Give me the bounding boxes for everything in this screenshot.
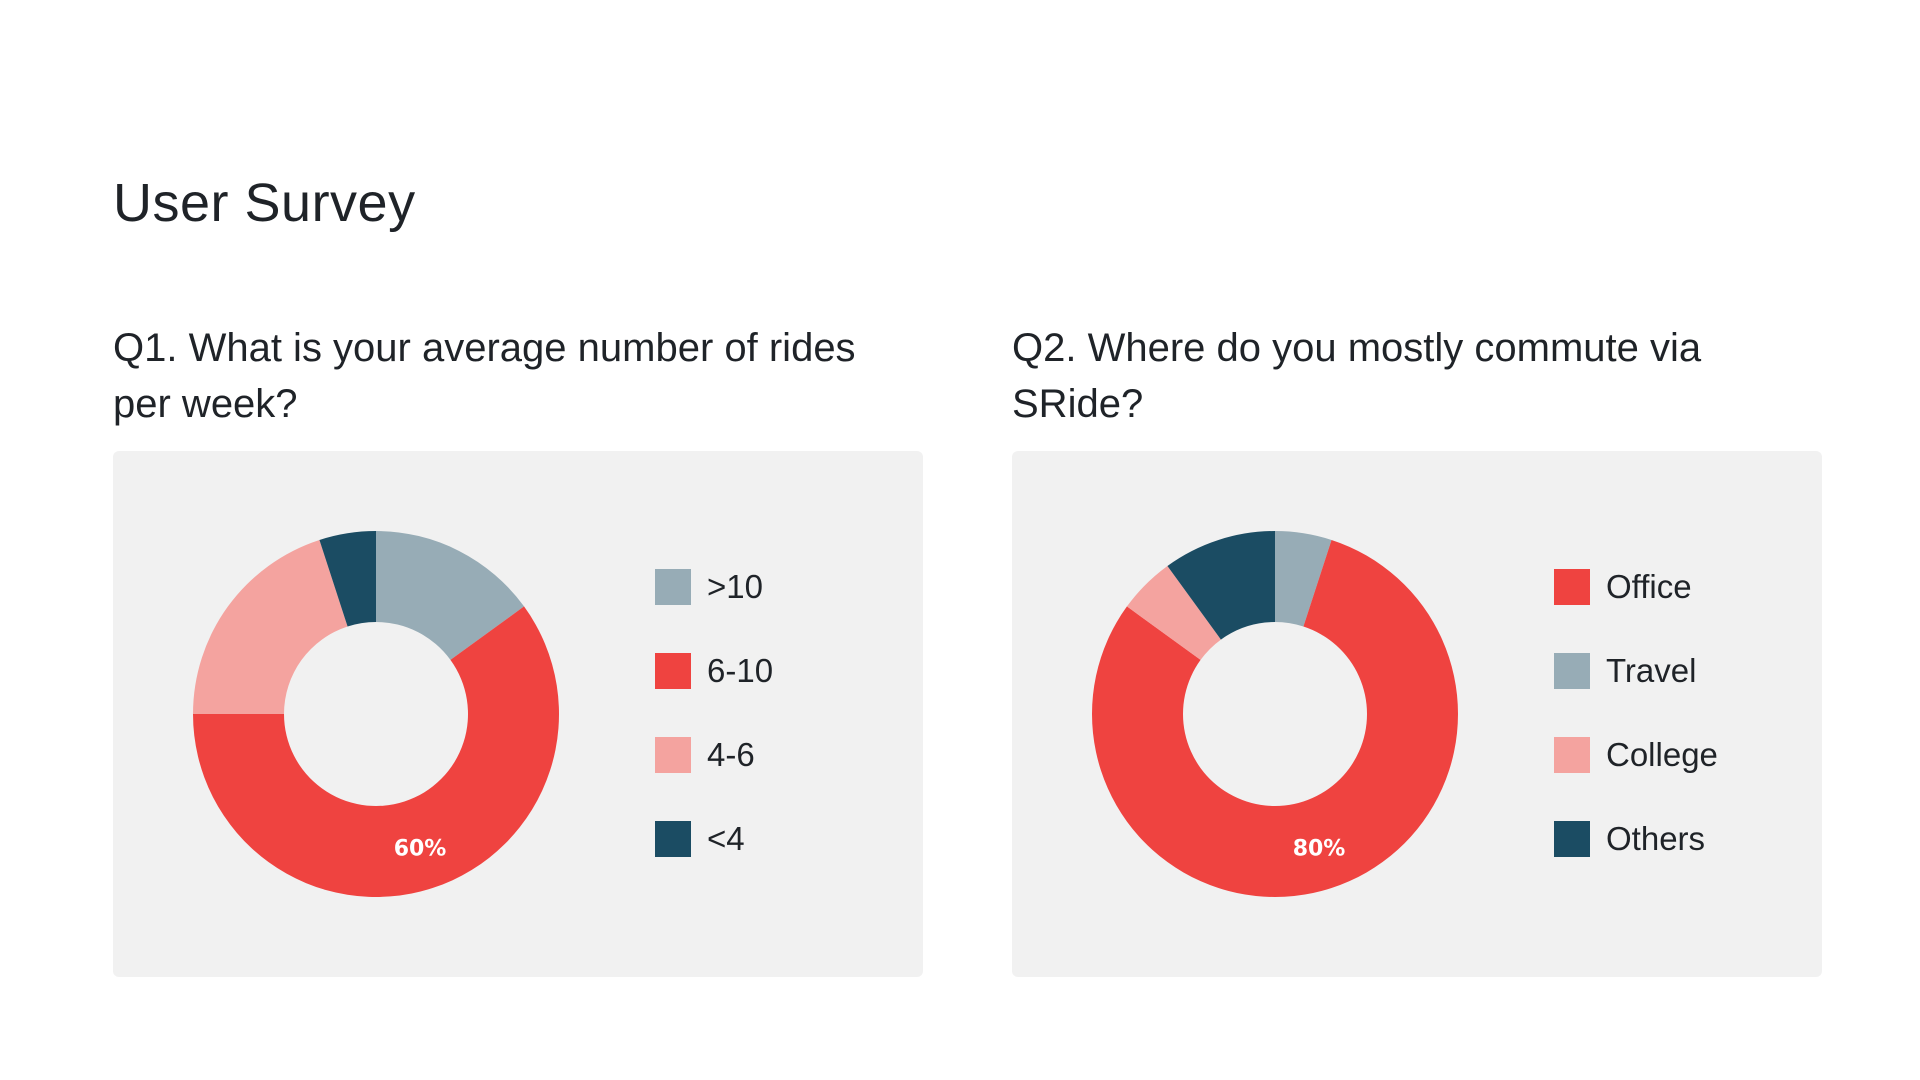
q1-donut-chart: 60% (193, 531, 559, 897)
q2-slice-travel (1275, 531, 1332, 627)
q1-chart-card: 60% >10 6-10 4-6 <4 (113, 451, 923, 977)
q2-slice-office (1092, 539, 1458, 897)
q2-legend: Office Travel College Others (1554, 568, 1718, 905)
legend-label: College (1606, 736, 1718, 773)
legend-swatch (1554, 737, 1590, 773)
q2-donut-chart: 80% (1092, 531, 1458, 897)
q1-slice-6-10 (193, 606, 559, 897)
legend-label: Travel (1606, 652, 1697, 689)
q2-legend-item: College (1554, 736, 1718, 773)
q1-legend-item: >10 (655, 568, 773, 605)
q1-data-label-6-10: 60% (394, 837, 447, 862)
legend-swatch (655, 653, 691, 689)
q1-slice-4-6 (193, 539, 348, 714)
legend-label: 4-6 (707, 736, 755, 773)
q1-slice-4 (319, 531, 376, 627)
q2-data-label-office: 80% (1293, 837, 1346, 862)
legend-label: 6-10 (707, 652, 774, 689)
legend-swatch (655, 821, 691, 857)
legend-swatch (1554, 821, 1590, 857)
q2-slice-college (1126, 565, 1221, 660)
q1-legend-item: 6-10 (655, 652, 774, 689)
q1-legend: >10 6-10 4-6 <4 (655, 568, 774, 905)
q2-question: Q2. Where do you mostly commute via SRid… (1012, 326, 1702, 426)
q1-legend-item: <4 (655, 820, 773, 857)
legend-label: <4 (707, 820, 745, 857)
q1-legend-item: 4-6 (655, 736, 773, 773)
q2-slice-others (1167, 531, 1275, 640)
legend-label: Office (1606, 568, 1692, 605)
legend-swatch (655, 737, 691, 773)
legend-swatch (1554, 653, 1590, 689)
legend-swatch (655, 569, 691, 605)
legend-swatch (1554, 569, 1590, 605)
q2-chart-card: 80% Office Travel College Others (1012, 451, 1822, 977)
q2-legend-item: Travel (1554, 652, 1718, 689)
q2-legend-item: Others (1554, 820, 1718, 857)
q1-slice-10 (376, 531, 525, 660)
legend-label: >10 (707, 568, 763, 605)
q2-legend-item: Office (1554, 568, 1718, 605)
q1-question: Q1. What is your average number of rides… (113, 326, 856, 426)
page-title: User Survey (113, 173, 416, 233)
legend-label: Others (1606, 820, 1706, 857)
